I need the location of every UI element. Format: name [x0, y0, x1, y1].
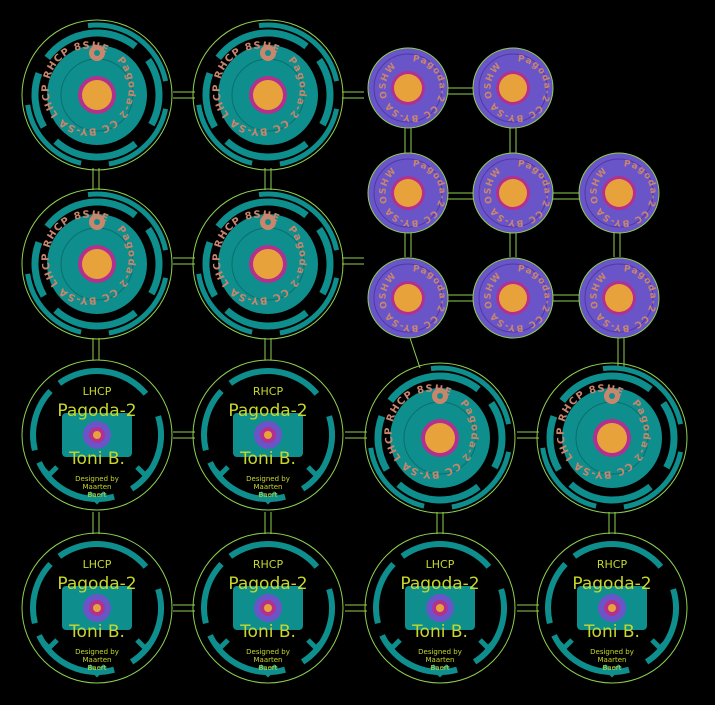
- credit-line-1: Designed by: [246, 475, 290, 483]
- author-name: Toni B.: [411, 622, 468, 642]
- coupler-board-2: Pagoda-2 CC BY-SA LHCP RHCP 8SHE: [193, 20, 343, 170]
- copper-arc: [491, 403, 502, 468]
- center-pad: [264, 431, 272, 439]
- credit-line-2: Maarten: [426, 656, 455, 664]
- credit-line-1: Designed by: [246, 648, 290, 656]
- center-pad: [264, 604, 272, 612]
- board-name: Pagoda-2: [228, 574, 307, 594]
- board-name: Pagoda-2: [57, 401, 136, 421]
- small-disk-1: Pagoda-2 CC BY-SA OSHW: [368, 48, 448, 128]
- copper-arc: [548, 564, 565, 623]
- credit-line-3: Baert: [258, 664, 277, 672]
- breakaway-tabs: [93, 88, 624, 611]
- small-disk-2: Pagoda-2 CC BY-SA OSHW: [473, 48, 553, 128]
- copper-arc: [33, 564, 50, 623]
- author-name: Toni B.: [239, 449, 296, 469]
- label-board-4: RHCP Pagoda-2 Toni B. Designed byMaartenBae…: [193, 533, 343, 683]
- center-pad: [436, 604, 444, 612]
- center-pad: [93, 604, 101, 612]
- board-name: Pagoda-2: [572, 574, 651, 594]
- label-board-1: LHCP Pagoda-2 Toni B. Designed byMaartenBae…: [22, 360, 172, 510]
- center-pad: [253, 249, 283, 279]
- small-disk-4: Pagoda-2 CC BY-SA OSHW: [473, 153, 553, 233]
- center-pad: [499, 284, 527, 312]
- center-pad: [394, 74, 422, 102]
- copper-arc: [303, 589, 332, 662]
- board-name: Pagoda-2: [400, 574, 479, 594]
- coupler-board-5: Pagoda-2 CC BY-SA LHCP RHCP 8SHE: [365, 363, 515, 513]
- copper-arc: [132, 589, 161, 662]
- coupler-board-6: Pagoda-2 CC BY-SA LHCP RHCP 8SHE: [537, 363, 687, 513]
- credit-line-3: Baert: [602, 664, 621, 672]
- center-pad: [394, 284, 422, 312]
- polarization-label: LHCP: [83, 558, 112, 571]
- copper-arc: [376, 564, 393, 623]
- polarization-label: RHCP: [253, 385, 284, 398]
- center-pad: [499, 179, 527, 207]
- label-board-2: RHCP Pagoda-2 Toni B. Designed byMaartenBae…: [193, 360, 343, 510]
- polarization-label: LHCP: [83, 385, 112, 398]
- credit-line-1: Designed by: [75, 475, 119, 483]
- center-pad: [605, 284, 633, 312]
- center-pad: [93, 431, 101, 439]
- credit-line-1: Designed by: [75, 648, 119, 656]
- coupler-board-4: Pagoda-2 CC BY-SA LHCP RHCP 8SHE: [193, 189, 343, 339]
- boards-layer: Pagoda-2 CC BY-SA LHCP RHCP 8SHEPagoda-2…: [22, 20, 687, 683]
- author-name: Toni B.: [68, 622, 125, 642]
- small-disk-5: Pagoda-2 CC BY-SA OSHW: [579, 153, 659, 233]
- label-board-6: RHCP Pagoda-2 Toni B. Designed byMaartenBae…: [537, 533, 687, 683]
- center-pad: [253, 80, 283, 110]
- copper-arc: [663, 403, 674, 468]
- author-name: Toni B.: [68, 449, 125, 469]
- polarization-label: RHCP: [597, 558, 628, 571]
- credit-line-2: Maarten: [254, 656, 283, 664]
- board-name: Pagoda-2: [228, 401, 307, 421]
- copper-arc: [475, 589, 504, 662]
- breakaway-tab: [410, 338, 420, 368]
- copper-arc: [148, 60, 159, 125]
- copper-arc: [319, 60, 330, 125]
- copper-arc: [319, 229, 330, 294]
- board-name: Pagoda-2: [57, 574, 136, 594]
- center-pad: [82, 249, 112, 279]
- copper-arc: [148, 229, 159, 294]
- polarization-label: LHCP: [426, 558, 455, 571]
- small-disk-7: Pagoda-2 CC BY-SA OSHW: [473, 258, 553, 338]
- center-pad: [82, 80, 112, 110]
- copper-arc: [303, 416, 332, 489]
- center-pad: [608, 604, 616, 612]
- author-name: Toni B.: [239, 622, 296, 642]
- credit-line-1: Designed by: [418, 648, 462, 656]
- credit-line-3: Baert: [258, 491, 277, 499]
- copper-arc: [647, 589, 676, 662]
- credit-line-1: Designed by: [590, 648, 634, 656]
- copper-arc: [204, 391, 221, 450]
- coupler-board-1: Pagoda-2 CC BY-SA LHCP RHCP 8SHE: [22, 20, 172, 170]
- center-pad: [597, 423, 627, 453]
- label-board-3: LHCP Pagoda-2 Toni B. Designed byMaartenBae…: [22, 533, 172, 683]
- small-disk-6: Pagoda-2 CC BY-SA OSHW: [368, 258, 448, 338]
- center-pad: [394, 179, 422, 207]
- credit-line-2: Maarten: [254, 483, 283, 491]
- small-disk-3: Pagoda-2 CC BY-SA OSHW: [368, 153, 448, 233]
- polarization-label: RHCP: [253, 558, 284, 571]
- credit-line-2: Maarten: [83, 483, 112, 491]
- credit-line-3: Baert: [87, 491, 106, 499]
- center-pad: [605, 179, 633, 207]
- credit-line-2: Maarten: [598, 656, 627, 664]
- credit-line-2: Maarten: [83, 656, 112, 664]
- coupler-board-3: Pagoda-2 CC BY-SA LHCP RHCP 8SHE: [22, 189, 172, 339]
- credit-line-3: Baert: [87, 664, 106, 672]
- small-disk-8: Pagoda-2 CC BY-SA OSHW: [579, 258, 659, 338]
- copper-arc: [33, 391, 50, 450]
- center-pad: [425, 423, 455, 453]
- label-board-5: LHCP Pagoda-2 Toni B. Designed byMaartenBae…: [365, 533, 515, 683]
- credit-line-3: Baert: [430, 664, 449, 672]
- center-pad: [499, 74, 527, 102]
- author-name: Toni B.: [583, 622, 640, 642]
- copper-arc: [204, 564, 221, 623]
- copper-arc: [132, 416, 161, 489]
